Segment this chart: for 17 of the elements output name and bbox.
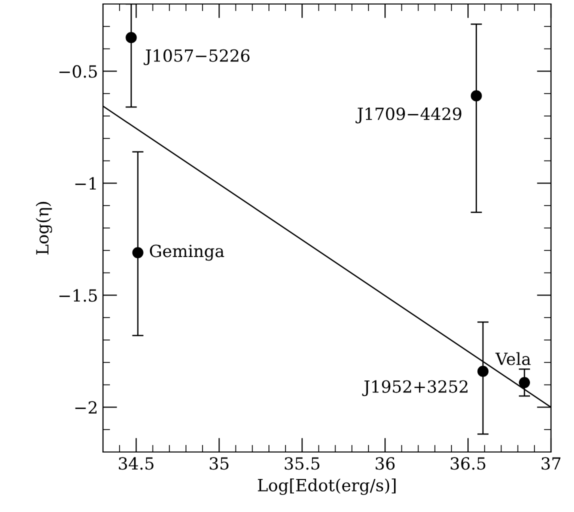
y-tick-label: −1 (75, 177, 96, 190)
x-tick-label: 34.5 (118, 457, 154, 470)
x-tick-label: 35.5 (284, 457, 320, 470)
x-axis-title: Log[Edot(erg/s)] (258, 478, 396, 495)
annotation: Geminga (150, 244, 224, 261)
y-tick-label: −2 (75, 401, 96, 414)
y-tick-label: −0.5 (59, 65, 97, 78)
annotation: J1709−4429 (356, 108, 462, 124)
annotation: J1952+3252 (362, 380, 468, 396)
annotation: J1057−5226 (144, 49, 250, 66)
x-tick-label: 36 (376, 457, 395, 470)
y-tick-label: −1.5 (59, 289, 97, 302)
y-axis-title: Log(η) (36, 202, 52, 254)
x-tick-label: 35 (210, 457, 228, 470)
x-tick-label: 36.5 (450, 457, 486, 470)
annotation: Vela (495, 352, 531, 366)
x-tick-label: 37 (542, 457, 560, 470)
